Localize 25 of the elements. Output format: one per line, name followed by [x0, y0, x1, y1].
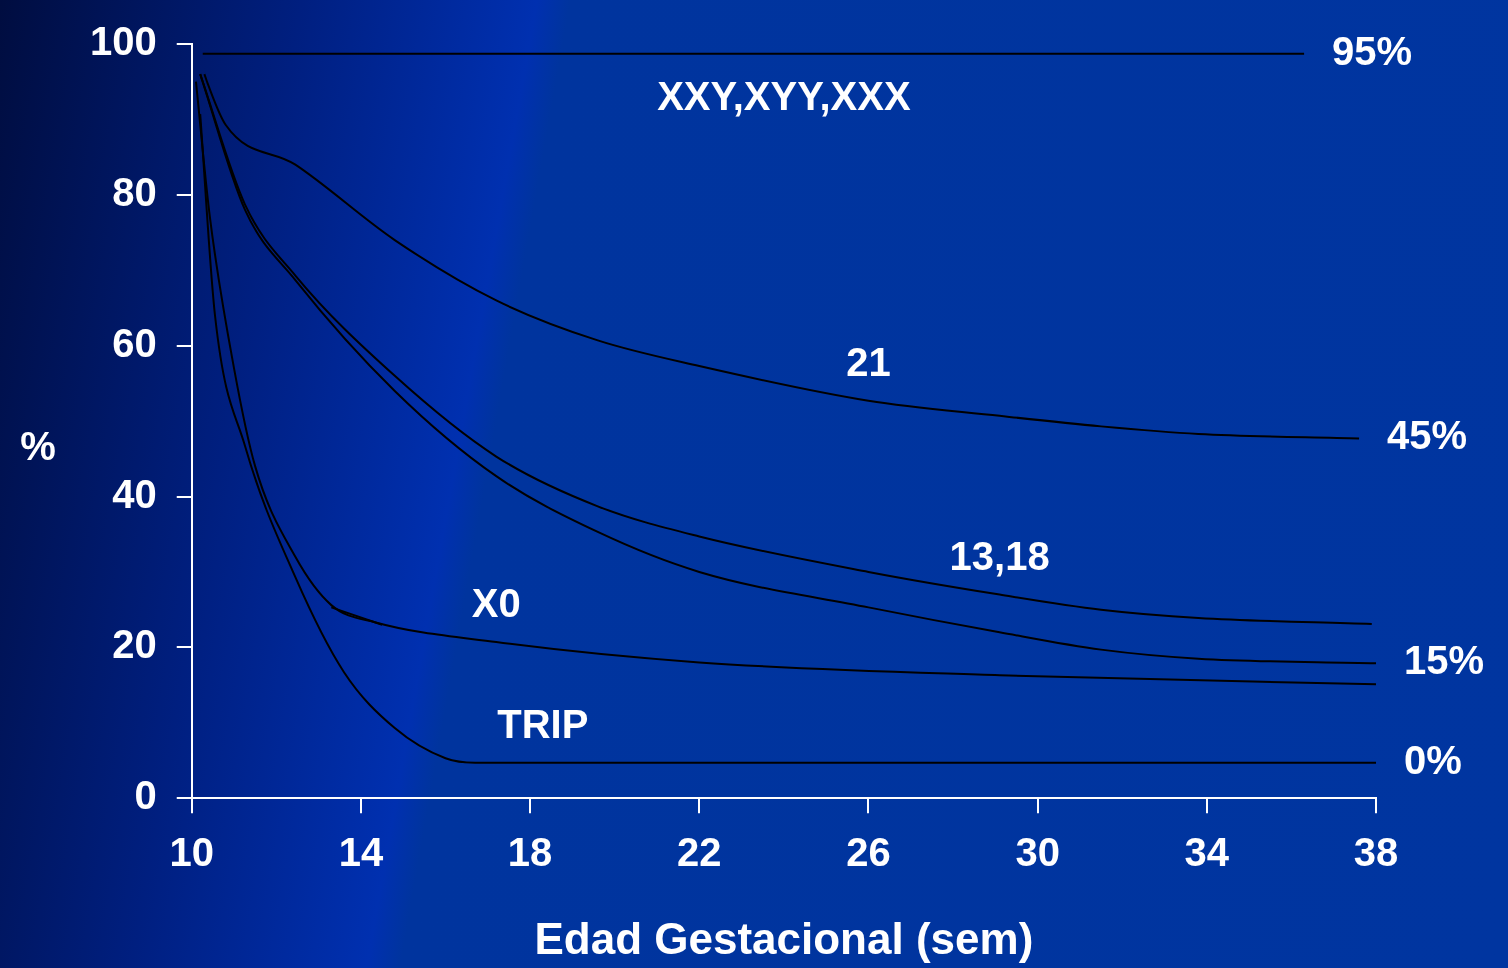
annotation: 15% — [1404, 638, 1485, 683]
annotation: TRIP — [497, 701, 589, 746]
x-tick-label: 30 — [1015, 830, 1060, 875]
y-tick-label: 60 — [112, 320, 157, 365]
annotation: 95% — [1332, 28, 1413, 73]
y-axis-title: % — [20, 424, 56, 469]
x-tick-label: 10 — [169, 830, 214, 875]
x-tick-label: 14 — [338, 830, 384, 875]
x-tick-label: 22 — [677, 830, 722, 875]
x-tick-label: 34 — [1184, 830, 1230, 875]
annotation: 0% — [1404, 737, 1462, 782]
x-tick-label: 38 — [1353, 830, 1399, 875]
x-tick-label: 18 — [507, 830, 553, 875]
y-tick-label: 0 — [134, 773, 157, 818]
x-axis-title: Edad Gestacional (sem) — [534, 913, 1034, 963]
annotation: 45% — [1387, 413, 1468, 458]
annotation: 13,18 — [949, 533, 1050, 578]
y-tick-label: 80 — [112, 169, 157, 214]
y-tick-label: 20 — [112, 622, 157, 667]
x-tick-label: 26 — [846, 830, 891, 875]
annotation: X0 — [471, 581, 521, 626]
y-tick-label: 40 — [112, 471, 157, 516]
annotation: 21 — [846, 339, 891, 384]
annotation: XXY,XYY,XXX — [657, 73, 911, 118]
y-tick-label: 100 — [89, 19, 157, 64]
